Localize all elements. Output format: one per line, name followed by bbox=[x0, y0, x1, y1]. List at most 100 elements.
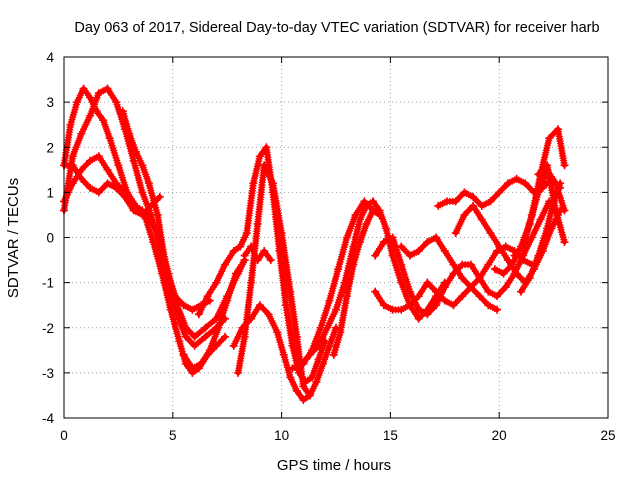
data-point-marker bbox=[536, 215, 545, 224]
data-point-marker bbox=[388, 251, 397, 260]
data-point-marker bbox=[371, 287, 380, 296]
data-point-marker bbox=[190, 341, 199, 350]
data-point-marker bbox=[279, 350, 288, 359]
data-point-marker bbox=[318, 359, 327, 368]
data-point-marker bbox=[405, 251, 414, 260]
data-point-marker bbox=[264, 310, 273, 319]
data-point-marker bbox=[155, 192, 164, 201]
data-point-marker bbox=[253, 219, 262, 228]
data-point-marker bbox=[86, 111, 95, 120]
data-point-marker bbox=[355, 238, 364, 247]
data-point-marker bbox=[260, 161, 269, 170]
y-tick-label: 2 bbox=[46, 140, 54, 155]
data-point-marker bbox=[266, 256, 275, 265]
data-point-marker bbox=[120, 192, 129, 201]
data-point-marker bbox=[368, 206, 377, 215]
data-point-marker bbox=[299, 395, 308, 404]
data-point-marker bbox=[503, 179, 512, 188]
data-point-marker bbox=[242, 228, 251, 237]
data-point-marker bbox=[316, 323, 325, 332]
data-point-marker bbox=[382, 224, 391, 233]
data-point-marker bbox=[229, 341, 238, 350]
data-point-marker bbox=[144, 179, 153, 188]
series-track-12 bbox=[299, 197, 377, 368]
data-point-marker bbox=[77, 174, 86, 183]
y-axis-label: SDTVAR / TECUs bbox=[5, 178, 22, 298]
data-point-marker bbox=[205, 346, 214, 355]
data-point-marker bbox=[240, 332, 249, 341]
data-point-marker bbox=[543, 161, 552, 170]
data-point-marker bbox=[405, 301, 414, 310]
data-point-marker bbox=[221, 260, 230, 269]
data-point-marker bbox=[451, 228, 460, 237]
data-point-marker bbox=[501, 283, 510, 292]
data-point-marker bbox=[94, 89, 103, 98]
data-point-marker bbox=[147, 215, 156, 224]
data-point-marker bbox=[490, 265, 499, 274]
data-point-marker bbox=[170, 292, 179, 301]
data-point-marker bbox=[179, 301, 188, 310]
data-point-marker bbox=[560, 206, 569, 215]
data-point-marker bbox=[260, 247, 269, 256]
data-point-marker bbox=[360, 197, 369, 206]
data-point-marker bbox=[495, 242, 504, 251]
data-point-marker bbox=[543, 224, 552, 233]
data-point-marker bbox=[103, 84, 112, 93]
data-point-marker bbox=[203, 292, 212, 301]
data-point-marker bbox=[329, 350, 338, 359]
data-point-marker bbox=[469, 192, 478, 201]
data-point-marker bbox=[521, 179, 530, 188]
x-tick-label: 15 bbox=[383, 428, 398, 443]
data-point-marker bbox=[253, 256, 262, 265]
data-point-marker bbox=[458, 292, 467, 301]
data-point-marker bbox=[223, 296, 232, 305]
data-point-marker bbox=[440, 296, 449, 305]
data-point-marker bbox=[342, 292, 351, 301]
data-point-marker bbox=[449, 260, 458, 269]
data-point-marker bbox=[68, 161, 77, 170]
data-point-marker bbox=[153, 210, 162, 219]
series-plus-markers bbox=[180, 258, 247, 372]
data-point-marker bbox=[249, 179, 258, 188]
data-point-marker bbox=[449, 301, 458, 310]
data-point-marker bbox=[371, 251, 380, 260]
data-point-marker bbox=[73, 98, 82, 107]
data-point-marker bbox=[247, 314, 256, 323]
data-point-marker bbox=[332, 305, 340, 314]
data-point-marker bbox=[442, 197, 451, 206]
data-point-marker bbox=[66, 120, 75, 129]
data-point-marker bbox=[503, 256, 512, 265]
data-point-marker bbox=[277, 228, 286, 237]
data-point-marker bbox=[105, 134, 114, 143]
data-point-marker bbox=[188, 364, 197, 373]
data-point-marker bbox=[368, 197, 377, 206]
data-point-marker bbox=[325, 341, 334, 350]
data-point-marker bbox=[534, 251, 543, 260]
data-point-marker bbox=[495, 188, 504, 197]
y-tick-label: 0 bbox=[46, 231, 54, 246]
data-point-marker bbox=[94, 188, 103, 197]
data-point-marker bbox=[286, 287, 295, 296]
x-tick-label: 0 bbox=[60, 428, 68, 443]
chart-title: Day 063 of 2017, Sidereal Day-to-day VTE… bbox=[74, 20, 599, 36]
series-track-10 bbox=[240, 242, 275, 265]
y-tick-label: -3 bbox=[42, 366, 54, 381]
data-point-marker bbox=[175, 337, 184, 346]
data-point-marker bbox=[188, 305, 197, 314]
data-point-marker bbox=[397, 305, 406, 314]
y-tick-label: -2 bbox=[42, 321, 54, 336]
data-point-marker bbox=[553, 125, 562, 134]
data-point-marker bbox=[299, 359, 308, 368]
data-point-marker bbox=[138, 210, 147, 219]
data-point-marker bbox=[484, 260, 493, 269]
x-tick-label: 25 bbox=[600, 428, 615, 443]
data-point-marker bbox=[362, 219, 371, 228]
data-point-marker bbox=[414, 247, 423, 256]
y-tick-label: -1 bbox=[42, 276, 54, 291]
data-point-marker bbox=[432, 287, 441, 296]
data-point-marker bbox=[560, 161, 569, 170]
series-track-9 bbox=[229, 301, 314, 404]
data-point-marker bbox=[197, 359, 206, 368]
data-point-marker bbox=[434, 201, 443, 210]
